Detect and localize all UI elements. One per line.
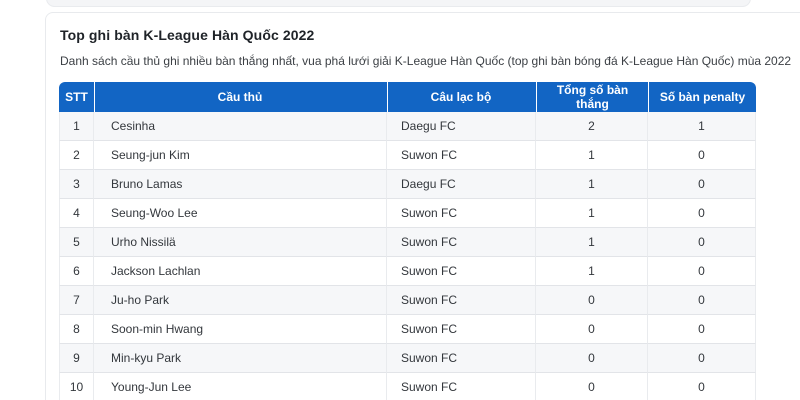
cell-player: Ju-ho Park	[94, 286, 387, 315]
column-header-player: Cầu thủ	[94, 82, 387, 112]
page-subtitle: Danh sách cầu thủ ghi nhiều bàn thắng nh…	[60, 54, 792, 68]
cell-goals: 0	[536, 315, 648, 344]
table-header-row: STT Cầu thủ Câu lạc bộ Tổng số bàn thắng Số …	[59, 82, 756, 112]
previous-section-edge	[46, 0, 751, 7]
cell-club: Suwon FC	[387, 228, 536, 257]
cell-penalty: 0	[648, 344, 756, 373]
column-header-stt: STT	[59, 82, 94, 112]
cell-club: Suwon FC	[387, 315, 536, 344]
top-scorers-table: STT Cầu thủ Câu lạc bộ Tổng số bàn thắng Số …	[59, 82, 756, 400]
cell-club: Daegu FC	[387, 112, 536, 141]
cell-penalty: 0	[648, 315, 756, 344]
cell-club: Suwon FC	[387, 141, 536, 170]
cell-penalty: 0	[648, 141, 756, 170]
table-body: 1 Cesinha Daegu FC 2 1 2 Seung-jun Kim Suwon FC…	[59, 112, 756, 400]
cell-goals: 0	[536, 344, 648, 373]
column-header-penalty: Số bàn penalty	[648, 82, 756, 112]
column-header-goals: Tổng số bàn thắng	[536, 82, 648, 112]
cell-player: Young-Jun Lee	[94, 373, 387, 400]
cell-player: Soon-min Hwang	[94, 315, 387, 344]
table-row: 8 Soon-min Hwang Suwon FC 0 0	[59, 315, 756, 344]
cell-player: Cesinha	[94, 112, 387, 141]
cell-goals: 1	[536, 170, 648, 199]
cell-stt: 7	[59, 286, 94, 315]
cell-goals: 1	[536, 228, 648, 257]
cell-player: Seung-jun Kim	[94, 141, 387, 170]
cell-club: Suwon FC	[387, 286, 536, 315]
cell-club: Daegu FC	[387, 170, 536, 199]
table-row: 10 Young-Jun Lee Suwon FC 0 0	[59, 373, 756, 400]
cell-stt: 2	[59, 141, 94, 170]
cell-club: Suwon FC	[387, 344, 536, 373]
cell-stt: 3	[59, 170, 94, 199]
cell-penalty: 0	[648, 257, 756, 286]
top-scorers-card: Top ghi bàn K-League Hàn Quốc 2022 Danh …	[45, 12, 800, 400]
column-header-club: Câu lạc bộ	[387, 82, 536, 112]
table-row: 9 Min-kyu Park Suwon FC 0 0	[59, 344, 756, 373]
cell-penalty: 0	[648, 286, 756, 315]
cell-stt: 8	[59, 315, 94, 344]
cell-player: Bruno Lamas	[94, 170, 387, 199]
cell-penalty: 0	[648, 199, 756, 228]
cell-player: Jackson Lachlan	[94, 257, 387, 286]
cell-player: Min-kyu Park	[94, 344, 387, 373]
cell-penalty: 0	[648, 228, 756, 257]
cell-goals: 1	[536, 199, 648, 228]
cell-stt: 10	[59, 373, 94, 400]
cell-club: Suwon FC	[387, 199, 536, 228]
cell-club: Suwon FC	[387, 257, 536, 286]
table-row: 5 Urho Nissilä Suwon FC 1 0	[59, 228, 756, 257]
cell-penalty: 0	[648, 373, 756, 400]
table-row: 1 Cesinha Daegu FC 2 1	[59, 112, 756, 141]
table-row: 2 Seung-jun Kim Suwon FC 1 0	[59, 141, 756, 170]
cell-goals: 1	[536, 257, 648, 286]
cell-stt: 1	[59, 112, 94, 141]
cell-stt: 4	[59, 199, 94, 228]
cell-goals: 2	[536, 112, 648, 141]
cell-player: Urho Nissilä	[94, 228, 387, 257]
cell-player: Seung-Woo Lee	[94, 199, 387, 228]
cell-penalty: 1	[648, 112, 756, 141]
table-row: 3 Bruno Lamas Daegu FC 1 0	[59, 170, 756, 199]
cell-penalty: 0	[648, 170, 756, 199]
table-row: 4 Seung-Woo Lee Suwon FC 1 0	[59, 199, 756, 228]
table-row: 6 Jackson Lachlan Suwon FC 1 0	[59, 257, 756, 286]
cell-goals: 1	[536, 141, 648, 170]
cell-goals: 0	[536, 373, 648, 400]
cell-stt: 6	[59, 257, 94, 286]
cell-stt: 9	[59, 344, 94, 373]
cell-stt: 5	[59, 228, 94, 257]
table-row: 7 Ju-ho Park Suwon FC 0 0	[59, 286, 756, 315]
cell-club: Suwon FC	[387, 373, 536, 400]
cell-goals: 0	[536, 286, 648, 315]
page-title: Top ghi bàn K-League Hàn Quốc 2022	[60, 27, 315, 43]
